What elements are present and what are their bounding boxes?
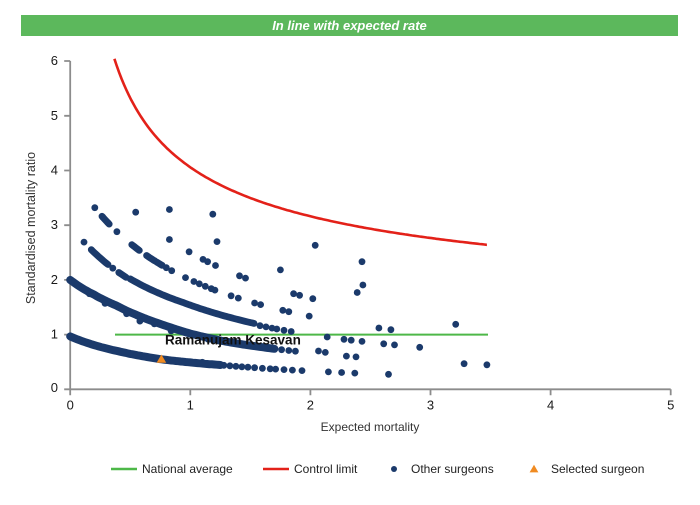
svg-text:In line with expected rate: In line with expected rate (272, 18, 427, 33)
svg-text:Selected surgeon: Selected surgeon (551, 462, 644, 476)
svg-text:Ramanujam Kesavan: Ramanujam Kesavan (165, 333, 301, 348)
svg-text:4: 4 (547, 398, 554, 413)
svg-text:1: 1 (187, 398, 194, 413)
svg-text:2: 2 (51, 272, 58, 287)
svg-text:4: 4 (51, 163, 58, 178)
svg-text:3: 3 (427, 398, 434, 413)
svg-text:2: 2 (307, 398, 314, 413)
svg-text:1: 1 (51, 327, 58, 342)
svg-text:0: 0 (51, 380, 58, 395)
svg-text:5: 5 (667, 398, 674, 413)
svg-text:National average: National average (142, 462, 233, 476)
svg-text:6: 6 (51, 53, 58, 68)
svg-text:Expected mortality: Expected mortality (321, 420, 420, 434)
svg-text:5: 5 (51, 108, 58, 123)
svg-text:3: 3 (51, 217, 58, 232)
svg-text:Standardised mortality ratio: Standardised mortality ratio (24, 152, 38, 304)
svg-text:Other surgeons: Other surgeons (411, 462, 494, 476)
svg-text:0: 0 (67, 398, 74, 413)
svg-text:Control limit: Control limit (294, 462, 358, 476)
